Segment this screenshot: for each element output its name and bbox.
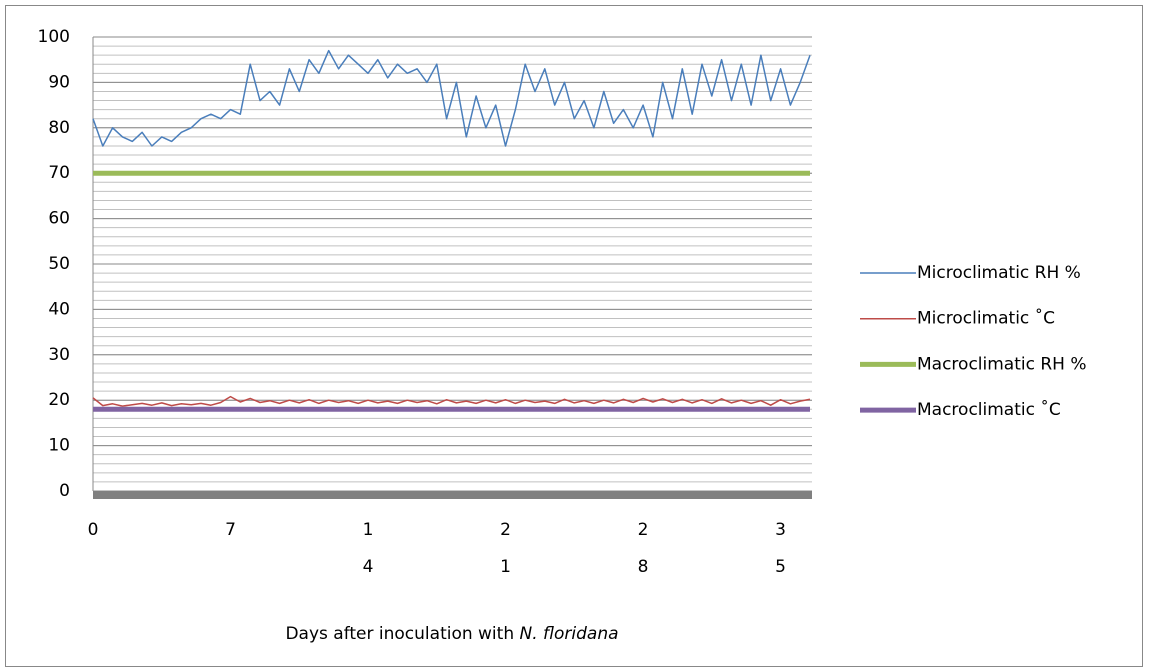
y-tick-label: 100 [38,27,70,47]
grid [92,36,812,499]
y-tick-label: 60 [48,209,70,229]
chart-frame [5,5,1143,667]
series-line [92,49,811,147]
y-tick-label: 30 [48,345,70,365]
x-tick-label: 14 [362,520,374,577]
y-tick-label: 80 [48,118,70,138]
series-line [92,395,811,407]
legend-label: Macroclimatic ˚C [917,399,1061,420]
x-tick-label: 28 [637,520,649,577]
y-tick-label: 20 [48,390,70,410]
legend-label: Macroclimatic RH % [917,354,1087,374]
y-tick-label: 70 [48,163,70,183]
legend-label: Microclimatic ˚C [917,308,1055,329]
y-tick-label: 0 [59,481,70,501]
y-tick-label: 40 [48,299,70,319]
x-tick-label: 21 [500,520,511,577]
y-tick-label: 90 [48,72,70,92]
x-axis-title: Days after inoculation with N. floridana [285,624,618,644]
x-tick-label: 7 [225,520,236,540]
series-layer [92,49,811,412]
y-tick-label: 10 [48,436,70,456]
x-axis-title-italic: N. floridana [520,624,619,644]
x-tick-label: 35 [775,520,786,577]
legend-label: Microclimatic RH % [917,263,1081,283]
x-tick-label: 0 [87,520,99,540]
x-axis-title-text: Days after inoculation with [285,624,514,644]
y-tick-label: 50 [48,254,70,274]
